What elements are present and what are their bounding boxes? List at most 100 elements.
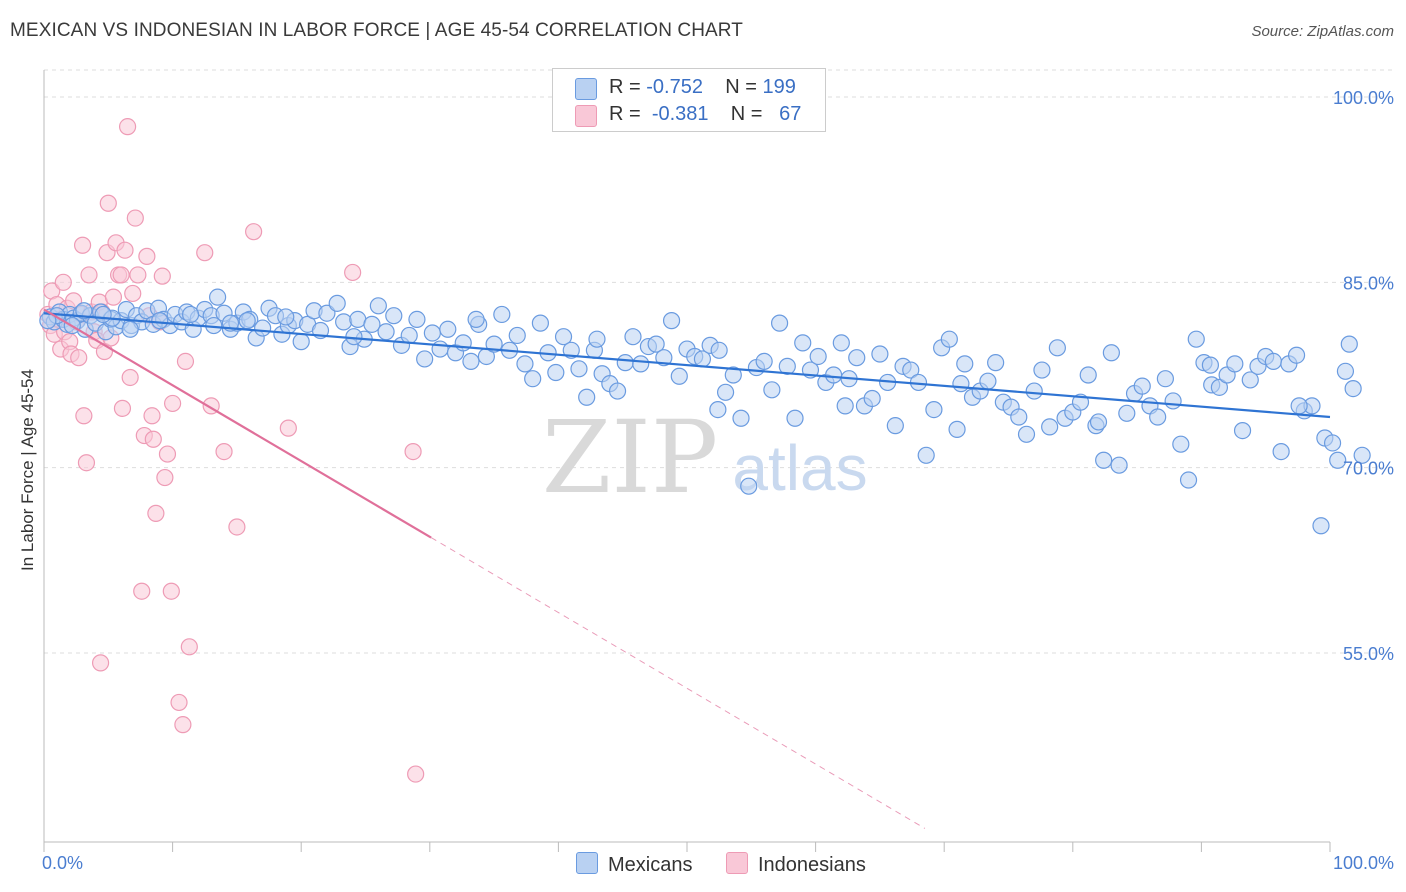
mexican-point — [328, 294, 346, 312]
indonesian-point — [170, 693, 188, 712]
mexican-point — [662, 312, 681, 330]
mexicans-legend-label: Mexicans — [608, 854, 693, 876]
mexican-point — [778, 357, 796, 375]
indonesian-point — [147, 504, 165, 522]
indonesian-point — [118, 118, 137, 136]
mexican-point — [724, 366, 742, 384]
mexican-point — [979, 372, 997, 390]
mexican-point — [770, 314, 789, 332]
mexican-point — [335, 313, 353, 331]
indonesian-point — [174, 716, 192, 734]
mexican-point — [578, 388, 596, 406]
x-tick-label-min: 0.0% — [42, 853, 83, 873]
mexican-point — [400, 326, 418, 345]
mexican-point — [369, 297, 387, 315]
mexican-point — [182, 305, 200, 324]
mexican-point — [121, 320, 139, 338]
indonesian-point — [133, 582, 151, 600]
mexican-point — [416, 350, 434, 368]
indonesian-point — [407, 765, 425, 783]
mexican-point — [94, 305, 112, 324]
mexican-point — [1336, 362, 1355, 380]
mexican-point — [1102, 344, 1120, 362]
mexican-point — [439, 320, 457, 338]
mexican-point — [608, 382, 627, 400]
indonesian-point — [99, 194, 117, 212]
x-tick-label-max: 100.0% — [1333, 853, 1394, 873]
indonesian-point — [196, 244, 214, 262]
mexican-point — [570, 360, 588, 378]
indonesian-point — [404, 443, 422, 461]
indonesians-legend-label: Indonesians — [758, 854, 866, 876]
mexican-point — [1089, 413, 1108, 431]
mexican-point — [423, 324, 441, 342]
mexican-point — [952, 375, 970, 393]
watermark: ZIP atlas — [542, 399, 868, 516]
mexican-point — [1156, 370, 1174, 388]
mexican-point — [1164, 392, 1182, 410]
indonesian-point — [112, 266, 130, 284]
mexican-point — [1340, 335, 1358, 353]
mexican-point — [670, 367, 688, 385]
mexican-point — [1264, 352, 1283, 371]
indonesian-point — [91, 654, 110, 672]
indonesian-point — [129, 266, 147, 284]
indonesian-point — [143, 407, 161, 425]
mexican-point — [238, 312, 256, 330]
indonesian-point — [279, 419, 297, 437]
mexican-point — [836, 397, 854, 415]
mexican-point — [902, 361, 920, 379]
indonesians-legend-swatch — [726, 852, 748, 874]
mexican-point — [1048, 339, 1066, 357]
mexican-point — [732, 409, 750, 427]
mexican-point — [1017, 425, 1036, 443]
indonesian-point — [228, 518, 246, 536]
mexican-point — [493, 305, 511, 324]
mexican-point — [363, 315, 381, 333]
mexican-point — [1033, 361, 1051, 379]
mexican-point — [431, 340, 449, 358]
mexican-point — [524, 370, 542, 388]
indonesian-point — [80, 266, 98, 284]
indonesian-point — [158, 445, 177, 463]
tick-labels: 55.0% 70.0% 85.0% 100.0% 0.0% 100.0% — [42, 88, 1394, 873]
watermark-zip: ZIP — [542, 399, 718, 516]
mexican-point — [624, 328, 642, 346]
y-tick-label: 100.0% — [1333, 88, 1394, 108]
mexican-point — [1095, 451, 1113, 469]
indonesians-trend-extension — [430, 537, 926, 829]
mexican-point — [485, 335, 503, 353]
mexican-point — [151, 312, 169, 330]
mexican-point — [1149, 408, 1167, 426]
axes — [43, 70, 1331, 852]
mexican-point — [710, 341, 728, 359]
mexican-point — [1290, 397, 1308, 415]
mexican-point — [647, 335, 665, 353]
mexican-point — [209, 288, 227, 306]
mexican-point — [825, 366, 843, 384]
mexican-point — [832, 334, 850, 352]
mexican-point — [886, 417, 904, 435]
indonesian-point — [138, 247, 156, 265]
mexican-point — [516, 355, 534, 373]
grid-lines — [44, 69, 1395, 654]
mexican-point — [809, 347, 827, 366]
mexican-point — [1272, 443, 1290, 461]
mexican-point — [508, 326, 526, 345]
mexican-point — [1110, 456, 1128, 474]
mexicans-trend-line — [43, 312, 1331, 419]
indonesian-point — [176, 352, 195, 371]
mexican-point — [277, 308, 295, 326]
mexican-point — [554, 328, 573, 346]
mexican-point — [948, 420, 966, 438]
mexican-point — [1025, 382, 1043, 400]
indonesian-point — [54, 273, 72, 291]
indonesians-points — [39, 118, 425, 783]
indonesians-swatch — [575, 105, 597, 127]
indonesian-point — [245, 223, 263, 241]
indonesian-point — [144, 430, 162, 448]
mexican-point — [1118, 404, 1136, 422]
mexican-point — [462, 352, 480, 371]
mexican-point — [987, 354, 1005, 372]
mexican-point — [318, 304, 336, 322]
